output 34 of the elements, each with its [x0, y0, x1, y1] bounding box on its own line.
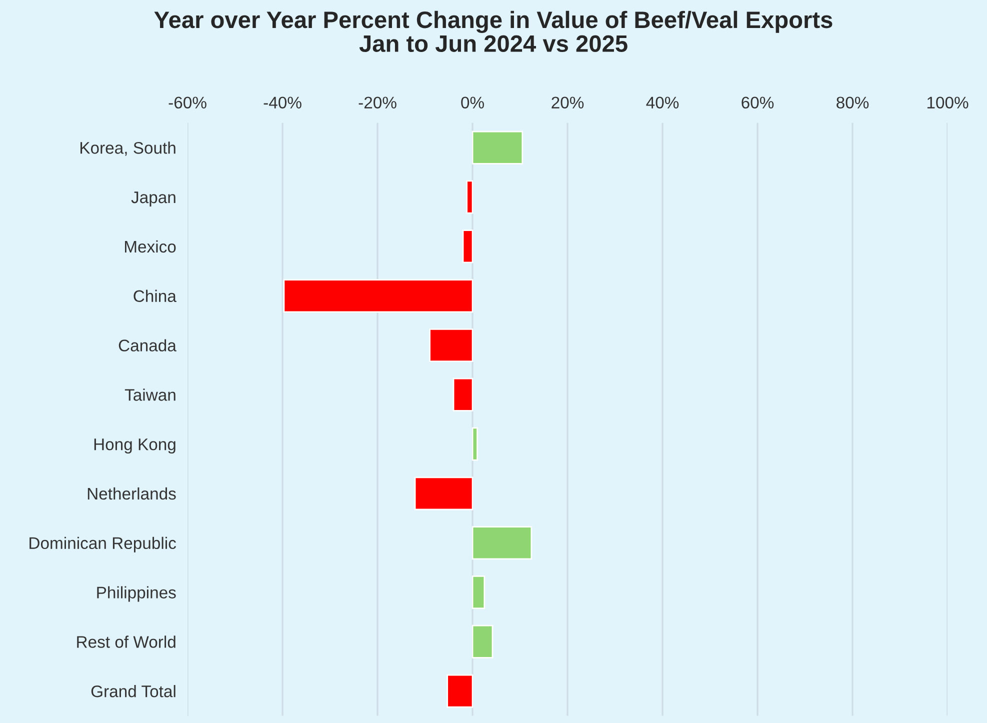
y-tick-label: Rest of World — [77, 636, 176, 648]
x-tick-label: 60% — [742, 96, 774, 109]
x-tick-label: -40% — [264, 96, 302, 109]
bar — [283, 279, 474, 313]
x-tick-label: 0% — [461, 96, 484, 109]
bar — [466, 180, 474, 214]
y-tick-label: China — [134, 290, 176, 302]
bar — [429, 328, 474, 362]
bar — [472, 576, 486, 610]
y-tick-label: Mexico — [124, 240, 176, 253]
y-tick-label: Grand Total — [91, 685, 176, 698]
chart-title: Year over Year Percent Change in Value of Beef/Veal Exports Jan to Jun 2024 vs 2025 — [154, 10, 832, 52]
y-tick-label: Hong Kong — [94, 438, 176, 454]
y-tick-label: Japan — [131, 192, 176, 207]
bar — [472, 526, 532, 560]
x-tick-label: -60% — [168, 96, 206, 109]
y-tick-label: Philippines — [97, 586, 176, 602]
x-tick-label: 20% — [552, 96, 584, 109]
bar — [446, 674, 474, 708]
bar — [452, 378, 474, 412]
y-tick-label: Netherlands — [88, 487, 176, 500]
y-tick-label: Canada — [118, 339, 176, 352]
y-tick-label: Taiwan — [124, 388, 176, 401]
x-tick-label: 100% — [927, 96, 968, 109]
bar — [414, 476, 474, 510]
y-tick-label: Dominican Republic — [30, 536, 176, 552]
bar — [462, 230, 474, 264]
x-tick-label: 80% — [836, 96, 869, 109]
x-tick-label: 40% — [646, 96, 679, 109]
bar — [472, 427, 478, 461]
bar — [472, 130, 524, 164]
x-tick-label: -20% — [358, 96, 396, 109]
y-tick-label: Korea, South — [80, 142, 176, 156]
bar — [472, 624, 494, 658]
